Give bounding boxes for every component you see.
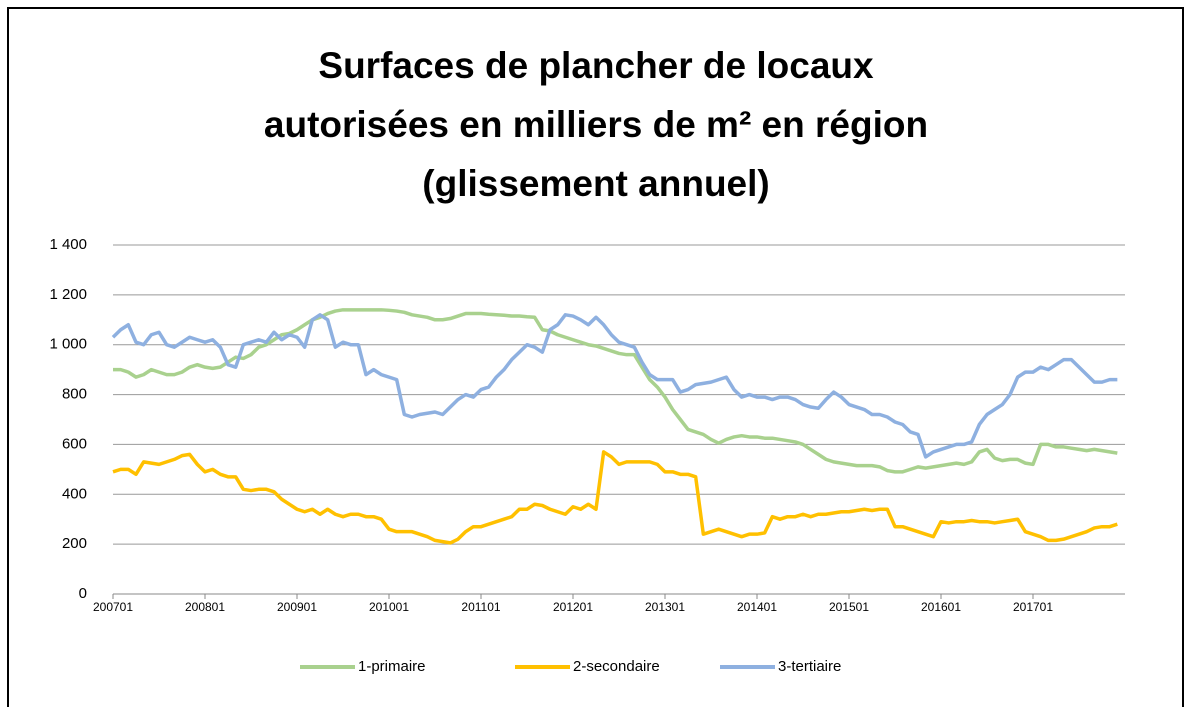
y-tick-label: 1 400 bbox=[49, 236, 87, 253]
x-tick-label: 201301 bbox=[645, 600, 685, 614]
legend-label: 2-secondaire bbox=[573, 658, 660, 675]
y-tick-label: 800 bbox=[62, 386, 87, 403]
x-tick-label: 200901 bbox=[277, 600, 317, 614]
x-tick-label: 201501 bbox=[829, 600, 869, 614]
x-tick-label: 200801 bbox=[185, 600, 225, 614]
chart-title: autorisées en milliers de m² en région bbox=[264, 104, 928, 145]
x-tick-label: 201401 bbox=[737, 600, 777, 614]
chart-title: (glissement annuel) bbox=[422, 163, 769, 204]
x-tick-label: 200701 bbox=[93, 600, 133, 614]
y-tick-label: 1 200 bbox=[49, 286, 87, 303]
x-tick-label: 201201 bbox=[553, 600, 593, 614]
legend-label: 3-tertiaire bbox=[778, 658, 841, 675]
y-tick-label: 600 bbox=[62, 435, 87, 452]
series-line bbox=[113, 308, 1118, 474]
y-tick-label: 400 bbox=[62, 485, 87, 502]
y-tick-label: 200 bbox=[62, 535, 87, 552]
series-line bbox=[111, 313, 1118, 459]
x-tick-label: 201601 bbox=[921, 600, 961, 614]
x-tick-label: 201001 bbox=[369, 600, 409, 614]
x-tick-label: 201101 bbox=[461, 600, 500, 614]
chart-frame bbox=[7, 7, 1184, 707]
series-line bbox=[112, 450, 1118, 545]
x-tick-label: 201701 bbox=[1013, 600, 1053, 614]
y-tick-label: 1 000 bbox=[49, 336, 87, 353]
y-tick-label: 0 bbox=[79, 585, 87, 602]
legend-label: 1-primaire bbox=[358, 658, 426, 675]
chart-title: Surfaces de plancher de locaux bbox=[318, 45, 874, 86]
